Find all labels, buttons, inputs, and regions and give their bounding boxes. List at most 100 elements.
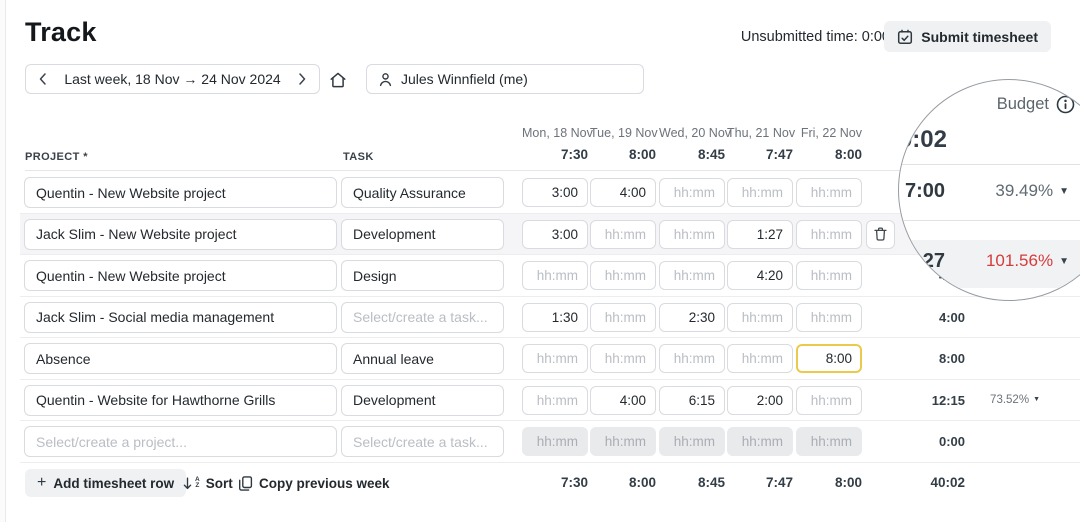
task-column-header: TASK: [343, 151, 374, 163]
day-header-total: 7:30: [560, 147, 588, 162]
footer-day-total: 7:30: [560, 475, 588, 490]
day-header-label: Tue, 19 Nov: [590, 126, 658, 140]
next-week-button[interactable]: [285, 65, 319, 93]
footer-day-total: 8:00: [628, 475, 656, 490]
previous-week-button[interactable]: [26, 65, 60, 93]
time-cell-fri[interactable]: [796, 261, 862, 290]
time-cell-tue[interactable]: [590, 302, 656, 332]
task-input[interactable]: [341, 260, 504, 291]
task-input[interactable]: [341, 343, 504, 374]
submit-timesheet-label: Submit timesheet: [921, 28, 1038, 45]
timesheet-row-5: 8:00: [20, 338, 1080, 380]
time-cell-wed[interactable]: [659, 302, 725, 332]
caret-down-icon: ▼: [1059, 185, 1069, 197]
footer-week-total: 40:02: [930, 475, 965, 490]
time-cell-wed[interactable]: [659, 178, 725, 207]
project-input[interactable]: [24, 218, 337, 250]
time-cell-wed[interactable]: [659, 261, 725, 290]
calendar-check-icon: [897, 29, 913, 45]
time-cell-thu[interactable]: [727, 302, 793, 332]
row-budget[interactable]: 73.52% ▼: [935, 380, 1040, 421]
task-input[interactable]: [341, 218, 504, 250]
home-icon: [328, 70, 350, 90]
timesheet-row-6: 12:15 73.52% ▼: [20, 380, 1080, 421]
copy-previous-week-label: Copy previous week: [259, 475, 390, 491]
caret-down-icon: ▼: [1059, 255, 1069, 267]
budget-magnifier-overlay: Budget 40:02 7:00 39.49% ▼ 4:27 101.56% …: [898, 79, 1080, 301]
current-week-home-button[interactable]: [328, 69, 350, 91]
time-cell-fri[interactable]: [796, 302, 862, 332]
project-input[interactable]: [24, 343, 337, 374]
day-header-total: 8:00: [628, 147, 656, 162]
chevron-right-icon: [298, 73, 306, 85]
day-header-total: 7:47: [765, 147, 793, 162]
time-cell-fri[interactable]: [796, 219, 862, 249]
footer-day-total: 7:47: [765, 475, 793, 490]
chevron-left-icon: [39, 73, 47, 85]
budget-column-header: Budget: [899, 95, 1075, 114]
time-cell-fri-focused[interactable]: [796, 344, 862, 373]
magnifier-separator: [899, 164, 1080, 165]
row-total: 12:15: [931, 392, 965, 408]
time-cell-mon-disabled: [522, 427, 588, 456]
project-input[interactable]: [24, 301, 337, 333]
day-header-label: Thu, 21 Nov: [727, 126, 796, 140]
copy-previous-week-button[interactable]: Copy previous week: [238, 469, 390, 497]
budget-value: 73.52%: [990, 393, 1030, 406]
task-input[interactable]: [341, 177, 504, 208]
task-input[interactable]: [341, 301, 504, 333]
project-input[interactable]: [24, 260, 337, 291]
time-cell-mon[interactable]: [522, 261, 588, 290]
unsubmitted-time-label: Unsubmitted time: 0:00: [740, 29, 890, 45]
time-cell-mon[interactable]: [522, 302, 588, 332]
week-total-magnified: 40:02: [898, 126, 947, 153]
user-select[interactable]: Jules Winnfield (me): [366, 64, 644, 94]
time-cell-fri[interactable]: [796, 385, 862, 415]
caret-down-icon: ▼: [1033, 396, 1040, 404]
time-cell-tue[interactable]: [590, 261, 656, 290]
time-cell-thu[interactable]: [727, 178, 793, 207]
delete-row-button[interactable]: [866, 219, 895, 249]
add-timesheet-row-button[interactable]: + Add timesheet row: [25, 469, 187, 497]
week-range-label[interactable]: Last week, 18 Nov → 24 Nov 2024: [64, 71, 281, 87]
time-cell-mon[interactable]: [522, 385, 588, 415]
budget-value: 39.49%: [995, 181, 1054, 200]
time-cell-thu[interactable]: [727, 385, 793, 415]
submit-timesheet-button[interactable]: Submit timesheet: [884, 21, 1051, 52]
row-total: 4:00: [938, 309, 965, 325]
task-input[interactable]: [341, 426, 504, 457]
project-input[interactable]: [24, 177, 337, 208]
time-cell-mon[interactable]: [522, 344, 588, 373]
time-cell-tue[interactable]: [590, 385, 656, 415]
time-cell-thu[interactable]: [727, 344, 793, 373]
time-cell-wed-disabled: [659, 427, 725, 456]
person-icon: [378, 72, 393, 87]
task-input[interactable]: [341, 384, 504, 416]
info-icon[interactable]: [1056, 95, 1075, 114]
time-cell-mon[interactable]: [522, 219, 588, 249]
user-select-value: Jules Winnfield (me): [401, 71, 528, 87]
magnifier-separator: [899, 220, 1080, 221]
time-cell-wed[interactable]: [659, 385, 725, 415]
sort-az-icon: [183, 477, 192, 490]
time-cell-thu[interactable]: [727, 261, 793, 290]
budget-percentage-dropdown[interactable]: 39.49% ▼: [939, 181, 1069, 201]
time-cell-mon[interactable]: [522, 178, 588, 207]
time-cell-tue[interactable]: [590, 178, 656, 207]
row-total-magnified: 4:27: [904, 250, 945, 272]
time-cell-thu[interactable]: [727, 219, 793, 249]
timesheet-row-7-empty: 0:00: [20, 421, 1080, 463]
time-cell-wed[interactable]: [659, 219, 725, 249]
time-cell-tue[interactable]: [590, 219, 656, 249]
page-title: Track: [25, 17, 97, 47]
time-cell-tue[interactable]: [590, 344, 656, 373]
project-input[interactable]: [24, 384, 337, 416]
project-column-header: PROJECT *: [25, 151, 88, 163]
project-input[interactable]: [24, 426, 337, 457]
budget-percentage-alert-dropdown[interactable]: 101.56% ▼: [939, 251, 1069, 271]
time-cell-wed[interactable]: [659, 344, 725, 373]
time-cell-fri[interactable]: [796, 178, 862, 207]
